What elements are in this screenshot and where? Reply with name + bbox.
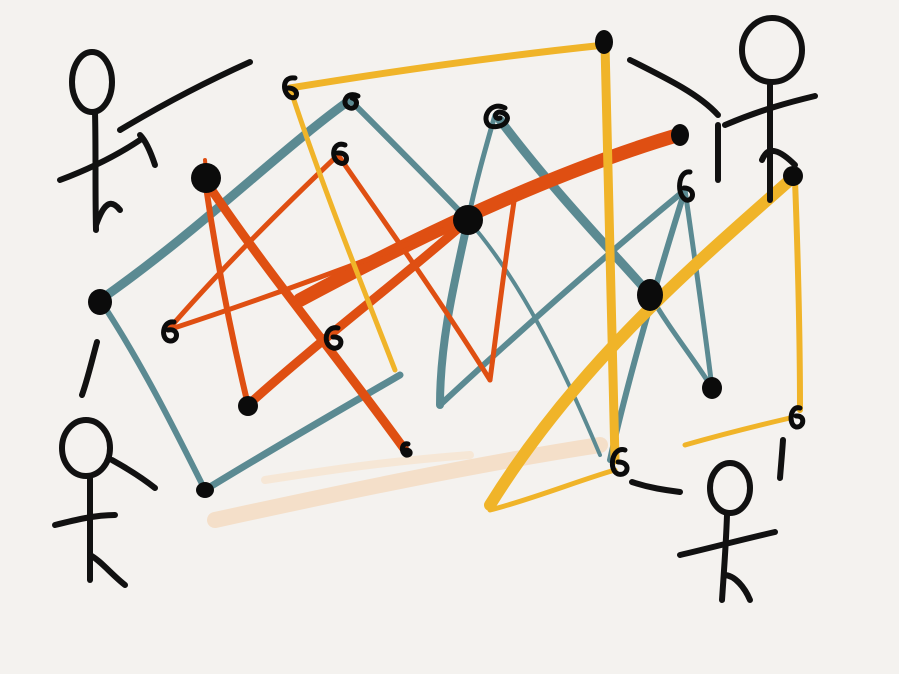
node-lower-left xyxy=(238,396,258,416)
edge-teal-12 xyxy=(607,187,688,463)
edge-teal-1 xyxy=(95,95,355,305)
node-center-mid xyxy=(323,325,344,351)
edge-teal-5 xyxy=(436,216,472,409)
node-small-bottom xyxy=(399,441,413,458)
edge-peach-1 xyxy=(207,437,608,528)
edge-teal-8 xyxy=(466,218,602,457)
node-hub xyxy=(453,205,483,235)
yellow-edges xyxy=(286,40,803,513)
edge-teal-2 xyxy=(97,297,208,493)
edge-yellow-6 xyxy=(792,177,803,413)
node-teal-top xyxy=(342,92,361,111)
edge-orange-3 xyxy=(200,175,410,455)
edge-yellow-5 xyxy=(487,467,618,513)
nodes xyxy=(88,30,806,498)
node-right-lower xyxy=(702,377,722,399)
node-far-right-low xyxy=(788,405,806,430)
node-orange-peak xyxy=(331,141,349,166)
node-top-right-yellow xyxy=(595,30,613,54)
edge-teal-7 xyxy=(495,115,655,300)
edge-yellow-2 xyxy=(600,40,620,465)
node-small-left xyxy=(161,319,179,344)
edge-teal-4 xyxy=(347,97,471,223)
person-top-left xyxy=(57,49,253,233)
edge-orange-4 xyxy=(165,152,341,333)
edge-yellow-1 xyxy=(286,41,609,92)
node-top-yellow xyxy=(282,75,299,101)
node-bottom-left xyxy=(196,482,214,498)
person-bottom-right xyxy=(629,437,786,603)
node-top-center xyxy=(483,103,510,130)
person-bottom-left xyxy=(52,339,158,588)
edge-teal-3 xyxy=(201,371,404,494)
edge-orange-6 xyxy=(165,217,471,333)
node-right-orange xyxy=(671,124,689,146)
node-right-mid xyxy=(637,279,663,311)
edge-orange-1 xyxy=(293,128,685,307)
node-bottom-hub xyxy=(609,447,630,477)
edge-yellow-7 xyxy=(682,415,793,448)
node-orange-top-left xyxy=(191,163,221,193)
node-far-right-top xyxy=(783,166,803,186)
edge-orange-8 xyxy=(487,192,518,383)
person-top-right xyxy=(627,15,818,203)
node-right-six xyxy=(677,169,695,203)
node-left-mid xyxy=(88,289,112,315)
edge-orange-2 xyxy=(202,177,251,408)
edge-peach-2 xyxy=(261,451,474,484)
peach-edges xyxy=(207,437,608,528)
edge-teal-9 xyxy=(437,187,688,408)
edge-yellow-3 xyxy=(287,85,398,373)
edge-orange-7 xyxy=(243,215,473,410)
edge-yellow-4 xyxy=(484,174,796,511)
edge-teal-11 xyxy=(682,187,715,391)
